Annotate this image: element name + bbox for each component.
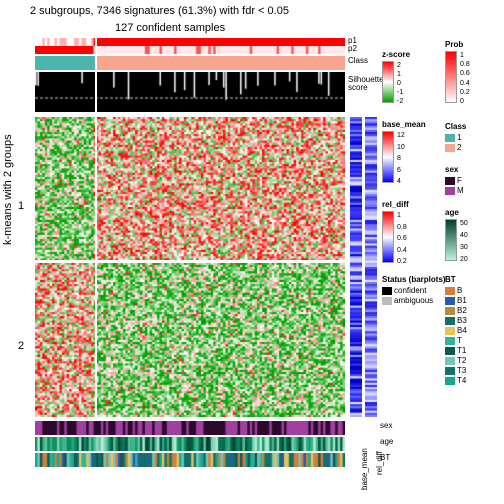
annotation-bt <box>35 453 345 467</box>
legend-bt: BT BB1B2B3B4TT1T2T3T4 <box>445 275 467 386</box>
annotation-sex <box>35 421 345 435</box>
legend-sex: sex FM <box>445 165 464 196</box>
legend-zscore: z-score 210-1-2 <box>382 50 410 103</box>
legend-reldiff: rel_diff 10.80.60.40.2 <box>382 200 409 263</box>
strip-label-base-mean: base_mean <box>360 448 369 490</box>
anno-label-class: Class <box>348 56 368 65</box>
heatmap-col-separator <box>95 38 97 486</box>
group-label-1: 1 <box>18 200 24 212</box>
legend-status: Status (barplots) confidentambiguous <box>382 275 446 306</box>
heatmap-row-separator <box>35 260 345 263</box>
strip-rel-diff <box>365 117 377 417</box>
legend-class: Class 12 <box>445 122 466 153</box>
legend-age: age 50403020 <box>445 208 459 261</box>
annotation-p2 <box>35 46 345 54</box>
page-title: 2 subgroups, 7346 signatures (61.3%) wit… <box>30 5 289 17</box>
strip-base-mean <box>350 117 362 417</box>
group-label-2: 2 <box>18 340 24 352</box>
annotation-p1 <box>35 38 345 46</box>
anno-label-p2: p2 <box>348 44 357 53</box>
annotation-age <box>35 437 345 451</box>
legend-prob: Prob 10.80.60.40.20 <box>445 40 463 103</box>
anno-label-silhouette: Silhouettescore <box>348 76 384 92</box>
annotation-class <box>35 56 345 70</box>
heatmap <box>35 117 345 417</box>
subtitle: 127 confident samples <box>115 22 225 34</box>
legend-basemean: base_mean 1210864 <box>382 120 426 183</box>
bottom-label-sex: sex <box>380 421 392 430</box>
bottom-label-age: age <box>380 437 393 446</box>
bottom-label-bt: BT <box>380 453 390 462</box>
annotation-silhouette <box>35 72 345 112</box>
y-axis-label: k-means with 2 groups <box>2 134 14 245</box>
